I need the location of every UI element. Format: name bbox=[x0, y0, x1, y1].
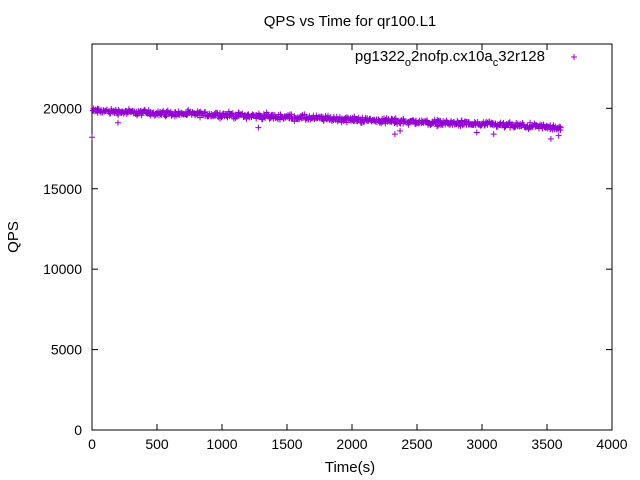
x-axis-ticks: 0 500 1000 1500 2000 2500 3000 3500 4000 bbox=[88, 44, 628, 452]
data-point bbox=[301, 111, 308, 118]
data-point bbox=[490, 131, 497, 138]
data-point bbox=[115, 119, 121, 126]
data-point bbox=[540, 121, 547, 128]
plot-frame bbox=[91, 43, 613, 431]
legend-plus-icon bbox=[571, 54, 577, 60]
data-point bbox=[241, 112, 248, 119]
y-axis-label: QPS bbox=[5, 221, 22, 253]
data-point bbox=[434, 123, 441, 130]
data-point bbox=[343, 119, 350, 126]
data-point bbox=[547, 135, 554, 142]
data-point bbox=[458, 117, 465, 124]
chart-title: QPS vs Time for qr100.L1 bbox=[264, 13, 437, 30]
x-tick-label: 3500 bbox=[531, 436, 562, 452]
x-axis-label: Time(s) bbox=[325, 459, 375, 476]
y-tick-label: 15000 bbox=[43, 181, 82, 197]
data-point bbox=[527, 119, 534, 126]
data-series-points bbox=[89, 105, 564, 142]
y-tick-label: 0 bbox=[74, 422, 82, 438]
x-tick-label: 500 bbox=[145, 436, 169, 452]
x-tick-label: 4000 bbox=[596, 436, 627, 452]
y-tick-label: 10000 bbox=[43, 261, 82, 277]
y-tick-label: 20000 bbox=[43, 100, 82, 116]
data-point bbox=[397, 127, 404, 134]
data-point bbox=[162, 113, 169, 120]
data-point bbox=[391, 131, 398, 138]
legend: pg1322o2nofp.cx10ac32r128 bbox=[355, 48, 577, 69]
data-point bbox=[197, 114, 204, 121]
data-point bbox=[489, 121, 496, 128]
data-point bbox=[89, 134, 95, 141]
data-point bbox=[556, 123, 563, 130]
x-tick-label: 1000 bbox=[206, 436, 237, 452]
y-tick-label: 5000 bbox=[51, 342, 82, 358]
data-point bbox=[288, 111, 295, 118]
data-point bbox=[138, 112, 145, 119]
legend-marker-icon bbox=[571, 54, 577, 60]
data-point bbox=[473, 129, 480, 136]
x-tick-label: 0 bbox=[88, 436, 96, 452]
legend-label: pg1322o2nofp.cx10ac32r128 bbox=[355, 48, 545, 69]
x-tick-label: 2000 bbox=[336, 436, 367, 452]
x-tick-label: 2500 bbox=[401, 436, 432, 452]
x-tick-label: 3000 bbox=[466, 436, 497, 452]
data-point bbox=[555, 132, 562, 139]
data-point bbox=[255, 124, 262, 131]
y-axis-ticks: 0 5000 10000 15000 20000 bbox=[43, 100, 612, 438]
data-point bbox=[557, 124, 564, 131]
x-tick-label: 1500 bbox=[271, 436, 302, 452]
